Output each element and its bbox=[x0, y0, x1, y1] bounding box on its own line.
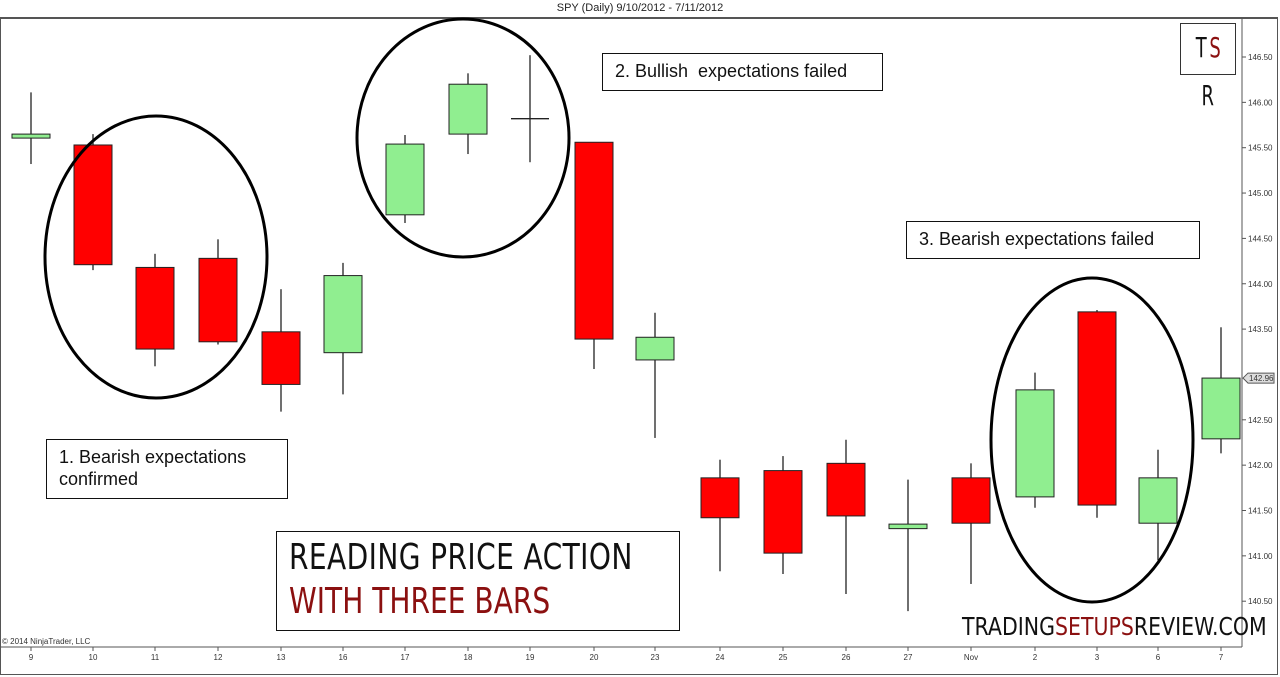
bullish-candle bbox=[11, 133, 51, 139]
time-tick-label: 12 bbox=[214, 653, 223, 662]
price-tick-label: 141.50 bbox=[1248, 507, 1273, 516]
banner-line-1: READING PRICE ACTION bbox=[289, 537, 633, 578]
chart-title: SPY (Daily) 9/10/2012 - 7/11/2012 bbox=[556, 2, 724, 14]
bearish-candle bbox=[261, 331, 301, 385]
copyright-text: © 2014 NinjaTrader, LLC bbox=[2, 637, 91, 646]
bullish-candle bbox=[323, 275, 363, 354]
last-price-marker bbox=[1242, 372, 1275, 384]
price-tick-label: 146.50 bbox=[1248, 53, 1273, 62]
time-tick-label: 26 bbox=[842, 653, 851, 662]
annotation-circle-3 bbox=[989, 276, 1195, 604]
annotation-3: 3. Bearish expectations failed bbox=[906, 221, 1200, 259]
time-tick-label: 10 bbox=[89, 653, 98, 662]
time-tick-label: 6 bbox=[1156, 653, 1161, 662]
price-tick-label: 145.00 bbox=[1248, 189, 1273, 198]
bearish-candle bbox=[700, 477, 740, 519]
price-tick-label: 144.50 bbox=[1248, 234, 1273, 243]
bearish-candle bbox=[1077, 311, 1117, 506]
time-tick-label: 23 bbox=[651, 653, 660, 662]
time-tick-label: 3 bbox=[1095, 653, 1100, 662]
bearish-candle bbox=[763, 470, 803, 554]
time-tick-label: 27 bbox=[904, 653, 913, 662]
time-tick-label: 16 bbox=[339, 653, 348, 662]
bullish-candle bbox=[635, 336, 675, 361]
time-tick-label: 13 bbox=[277, 653, 286, 662]
bearish-candle bbox=[73, 144, 113, 266]
bearish-candle bbox=[198, 257, 238, 343]
bullish-candle bbox=[385, 143, 425, 216]
time-tick-label: 20 bbox=[590, 653, 599, 662]
banner-line-2: WITH THREE BARS bbox=[289, 581, 551, 622]
price-tick-label: 141.00 bbox=[1248, 552, 1273, 561]
price-tick-label: 142.00 bbox=[1248, 461, 1273, 470]
price-tick-label: 144.00 bbox=[1248, 280, 1273, 289]
time-tick-label: 25 bbox=[779, 653, 788, 662]
last-price-label: 142.96 bbox=[1249, 374, 1274, 383]
bullish-candle bbox=[448, 83, 488, 135]
time-tick-label: 9 bbox=[29, 653, 34, 662]
time-tick-label: 11 bbox=[151, 653, 160, 662]
annotation-circle-1 bbox=[43, 114, 269, 400]
bearish-candle bbox=[826, 462, 866, 517]
annotation-circle-2 bbox=[355, 17, 571, 259]
bearish-candle bbox=[574, 141, 614, 340]
title-banner: READING PRICE ACTION WITH THREE BARS bbox=[276, 531, 680, 631]
website-watermark: TRADINGSETUPSREVIEW.COM bbox=[962, 612, 1267, 641]
price-tick-label: 143.50 bbox=[1248, 325, 1273, 334]
annotation-1: 1. Bearish expectations confirmed bbox=[46, 439, 288, 499]
time-tick-label: 2 bbox=[1033, 653, 1038, 662]
time-tick-label: Nov bbox=[964, 653, 978, 662]
price-tick-label: 145.50 bbox=[1248, 144, 1273, 153]
bullish-candle bbox=[1201, 377, 1241, 440]
bearish-candle bbox=[135, 266, 175, 350]
time-tick-label: 7 bbox=[1219, 653, 1224, 662]
price-tick-label: 142.50 bbox=[1248, 416, 1273, 425]
tsr-logo: TSR bbox=[1180, 23, 1236, 112]
bullish-candle bbox=[888, 523, 928, 530]
time-tick-label: 24 bbox=[716, 653, 725, 662]
time-tick-label: 17 bbox=[401, 653, 410, 662]
price-tick-label: 140.50 bbox=[1248, 597, 1273, 606]
bearish-candle bbox=[951, 477, 991, 524]
bullish-candle bbox=[1015, 389, 1055, 498]
annotation-2: 2. Bullish expectations failed bbox=[602, 53, 883, 91]
bullish-candle bbox=[1138, 477, 1178, 524]
chart-frame bbox=[0, 17, 1278, 675]
time-tick-label: 19 bbox=[526, 653, 535, 662]
time-tick-label: 18 bbox=[464, 653, 473, 662]
price-tick-label: 146.00 bbox=[1248, 98, 1273, 107]
